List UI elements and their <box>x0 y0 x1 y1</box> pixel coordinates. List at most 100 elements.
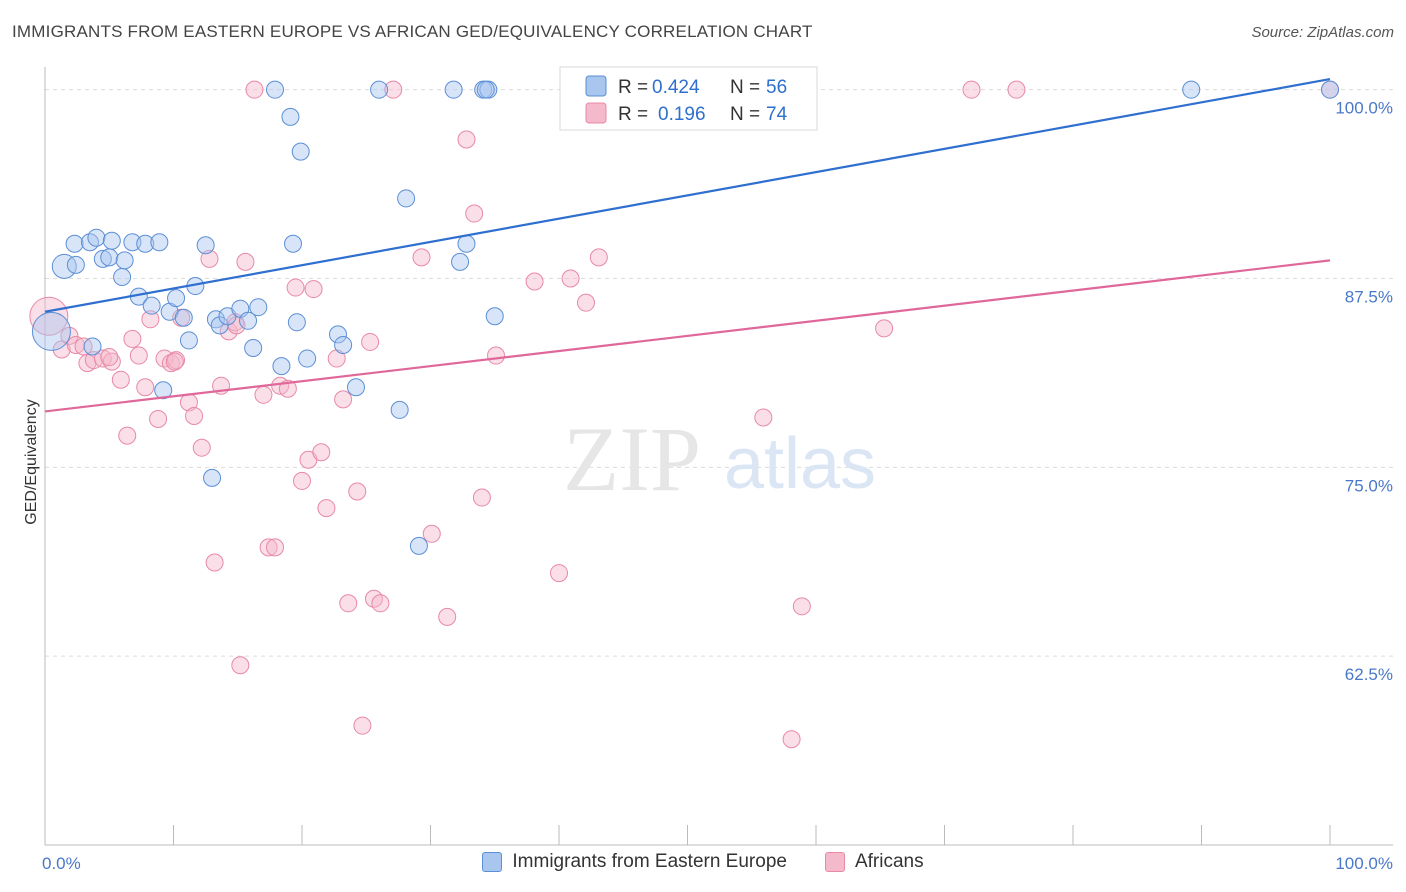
africans-point-22 <box>200 249 219 268</box>
africans-point-17 <box>167 351 186 370</box>
eastern-europe-point-10 <box>113 267 132 286</box>
eastern-europe-point-33 <box>272 357 291 376</box>
eastern-europe-point-42 <box>370 80 389 99</box>
eastern-europe-point-53 <box>1182 80 1201 99</box>
eastern-europe-point-29 <box>239 311 258 330</box>
eastern-europe-point-46 <box>444 80 463 99</box>
eastern-europe-point-37 <box>291 142 310 161</box>
eastern-europe-point-11 <box>115 251 134 270</box>
eastern-europe-point-12 <box>123 233 142 252</box>
watermark: ZIP atlas <box>563 408 876 510</box>
grid-lines <box>45 89 1393 657</box>
legend-n-label-blue: N = <box>730 77 760 98</box>
eastern-europe-trend-line <box>44 78 1331 313</box>
axes <box>44 67 1393 846</box>
y-tick-labels: 62.5% 75.0% 87.5% 100.0% <box>1335 99 1393 685</box>
africans-point-36 <box>293 471 311 490</box>
africans-point-51 <box>422 524 441 543</box>
africans-point-45 <box>353 716 372 735</box>
eastern-europe-point-41 <box>346 378 365 397</box>
eastern-europe-point-40 <box>334 335 353 354</box>
watermark-zip: ZIP <box>563 408 701 510</box>
correlation-legend: R = 0.424 N = 56 R = 0.196 N = 74 <box>559 66 818 131</box>
source-label: Source: ZipAtlas.com <box>1251 24 1394 41</box>
africans-point-52 <box>438 607 457 626</box>
africans-point-8 <box>111 370 130 389</box>
eastern-europe-point-8 <box>100 248 119 267</box>
africans-point-71 <box>165 352 184 371</box>
africans-point-44 <box>348 482 367 501</box>
africans-point-35 <box>286 278 305 297</box>
legend-item-eastern-europe[interactable]: Immigrants from Eastern Europe <box>482 851 787 873</box>
eastern-europe-point-4 <box>80 233 99 252</box>
africans-point-31 <box>259 538 278 557</box>
africans-point-54 <box>465 204 484 223</box>
legend-item-africans[interactable]: Africans <box>824 851 924 873</box>
legend-label-eastern-europe: Immigrants from Eastern Europe <box>512 851 787 872</box>
eastern-europe-point-21 <box>179 331 198 350</box>
series-legend: Immigrants from Eastern Europe Africans <box>0 851 1406 873</box>
legend-r-label-blue: R = <box>618 77 648 98</box>
eastern-europe-point-39 <box>328 325 347 344</box>
africans-point-64 <box>782 730 801 749</box>
africans-point-42 <box>334 390 353 409</box>
legend-r-label-pink: R = <box>618 104 648 125</box>
africans-point-56 <box>487 346 506 365</box>
eastern-europe-point-23 <box>196 236 215 255</box>
africans-point-9 <box>118 426 137 445</box>
africans-point-48 <box>371 594 390 613</box>
watermark-atlas: atlas <box>724 424 876 504</box>
eastern-europe-point-26 <box>210 316 229 335</box>
africans-point-49 <box>384 80 403 99</box>
eastern-europe-point-1 <box>51 253 77 279</box>
eastern-europe-point-54 <box>1321 80 1339 99</box>
africans-point-61 <box>589 248 608 267</box>
africans-point-27 <box>231 656 250 675</box>
africans-point-20 <box>185 406 204 425</box>
eastern-europe-points <box>31 80 1339 555</box>
eastern-europe-point-9 <box>102 231 121 250</box>
legend-label-africans: Africans <box>854 851 924 872</box>
legend-n-value-blue: 56 <box>766 77 787 98</box>
eastern-europe-point-38 <box>298 349 317 368</box>
africans-point-30 <box>254 385 273 404</box>
eastern-europe-point-30 <box>244 338 263 357</box>
eastern-europe-point-43 <box>390 400 409 419</box>
africans-point-67 <box>962 80 981 99</box>
africans-point-53 <box>457 130 476 149</box>
africans-point-40 <box>317 499 336 518</box>
africans-point-0 <box>29 296 69 336</box>
y-tick-label-1: 75.0% <box>1345 476 1393 495</box>
eastern-europe-point-44 <box>397 189 416 208</box>
legend-r-value-blue: 0.424 <box>652 77 700 98</box>
y-tick-label-2: 87.5% <box>1345 287 1393 306</box>
x-tick-labels: 0.0% 100.0% <box>42 854 1393 873</box>
eastern-europe-point-24 <box>203 468 222 487</box>
eastern-europe-point-3 <box>66 255 85 274</box>
africans-point-23 <box>205 553 224 572</box>
eastern-europe-point-20 <box>174 308 193 327</box>
eastern-europe-point-14 <box>136 234 155 253</box>
africans-point-65 <box>792 597 811 616</box>
africans-point-58 <box>550 564 568 583</box>
y-tick-label-3: 100.0% <box>1335 99 1393 118</box>
africans-point-12 <box>136 378 155 397</box>
eastern-europe-point-31 <box>249 298 268 317</box>
x-tick-label-1: 100.0% <box>1335 854 1393 873</box>
africans-point-11 <box>129 346 148 365</box>
africans-point-68 <box>1007 80 1026 99</box>
africans-point-14 <box>149 409 168 428</box>
africans-point-43 <box>339 594 358 613</box>
legend-swatch-pink <box>585 102 607 124</box>
legend-swatch-eastern-europe <box>482 852 503 872</box>
eastern-europe-point-32 <box>266 80 285 99</box>
africans-point-47 <box>364 589 383 608</box>
eastern-europe-point-15 <box>142 296 161 315</box>
africans-point-46 <box>361 332 380 351</box>
eastern-europe-point-55 <box>476 80 495 99</box>
africans-point-39 <box>312 443 331 462</box>
x-tick-label-0: 0.0% <box>42 854 81 873</box>
africans-points <box>29 80 1339 749</box>
trend-lines <box>44 78 1331 413</box>
y-axis-label: GED/Equivalency <box>23 399 40 524</box>
